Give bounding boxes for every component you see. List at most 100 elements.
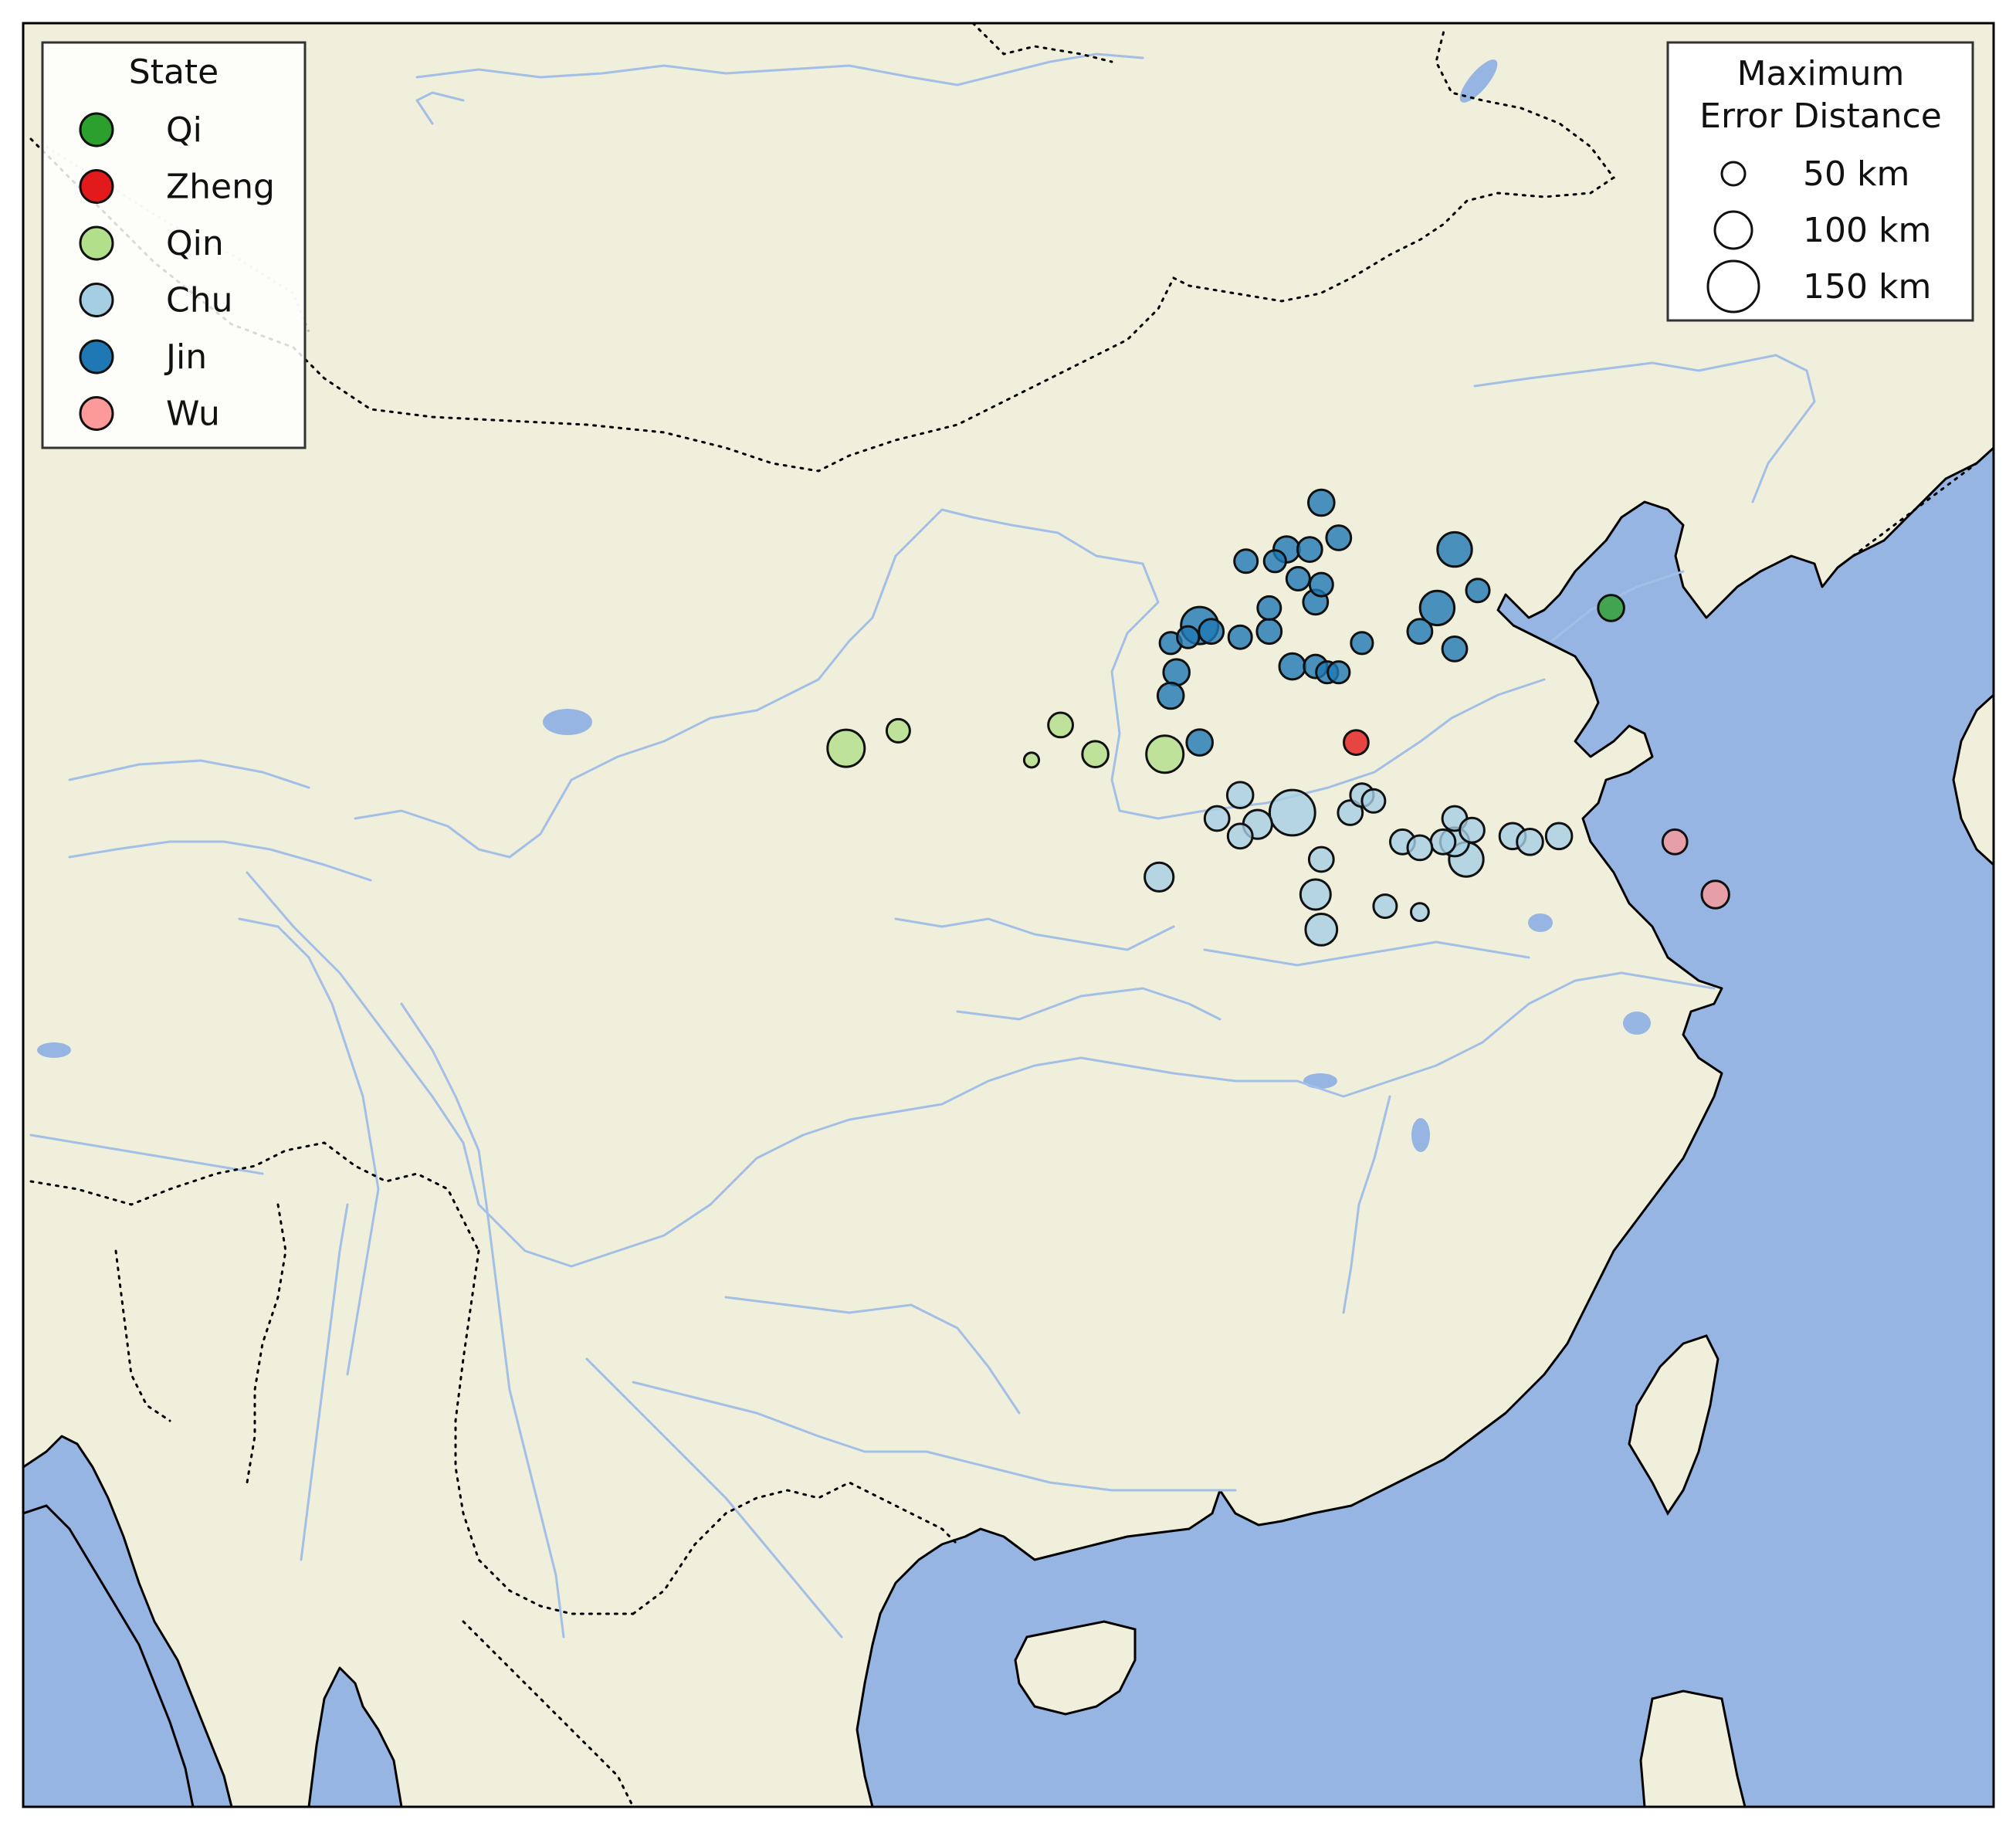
border-myanmar <box>454 1249 635 1615</box>
data-point-jin-13 <box>1198 618 1225 646</box>
legend-size-entries: 50 km 100 km 150 km <box>1706 154 1931 313</box>
legend-state-entry-wu: Wu <box>79 395 220 434</box>
map-frame <box>22 22 1995 1808</box>
data-point-jin-16 <box>1406 618 1434 646</box>
legend-label-qi: Qi <box>166 110 202 150</box>
legend-marker-zheng <box>79 169 114 204</box>
border-laos-thai <box>462 1620 635 1807</box>
legend-state-entry-qi: Qi <box>79 110 202 150</box>
legend-size-label-150: 150 km <box>1803 267 1931 307</box>
data-point-jin-6 <box>1285 566 1311 591</box>
data-point-jin-28 <box>1465 578 1491 604</box>
data-point-jin-17 <box>1441 635 1469 663</box>
legend-state-entry-zheng: Zheng <box>79 168 275 207</box>
lake-qinghai <box>543 709 592 735</box>
yangtze-river <box>246 871 1716 1268</box>
data-point-jin-9 <box>1256 595 1282 621</box>
data-point-zheng-0 <box>1343 729 1370 756</box>
tarim-river <box>68 759 310 789</box>
data-point-jin-3 <box>1296 536 1323 563</box>
mainland-landmass <box>23 23 1994 1807</box>
data-point-chu-22 <box>1372 893 1398 920</box>
data-point-jin-22 <box>1326 660 1351 685</box>
data-point-jin-5 <box>1262 549 1287 574</box>
legend-state: State Qi Zheng Qin Chu Jin Wu <box>41 41 307 449</box>
data-point-jin-27 <box>1176 625 1201 649</box>
data-point-qin-3 <box>885 717 911 744</box>
legend-label-wu: Wu <box>166 395 220 434</box>
data-point-chu-7 <box>1360 788 1387 814</box>
data-point-chu-4 <box>1226 822 1254 850</box>
bay-of-bengal <box>23 1504 195 1807</box>
lake-baikal-part <box>1459 59 1498 103</box>
data-point-wu-1 <box>1700 879 1730 910</box>
data-point-chu-3 <box>1203 805 1231 832</box>
legend-size-label-100: 100 km <box>1803 211 1931 250</box>
data-point-qin-5 <box>1022 751 1041 769</box>
border-himalaya <box>29 1141 480 1252</box>
ganjiang-river <box>1342 1095 1391 1314</box>
border-russia-ne <box>971 23 1113 63</box>
taiwan-island <box>1628 1334 1720 1516</box>
data-point-chu-12 <box>1429 828 1457 856</box>
legend-label-chu: Chu <box>166 281 233 320</box>
legend-label-qin: Qin <box>166 224 224 263</box>
data-point-chu-10 <box>1459 816 1486 844</box>
data-point-jin-4 <box>1233 548 1259 574</box>
data-point-jin-10 <box>1436 530 1473 568</box>
data-point-chu-0 <box>1225 781 1255 809</box>
legend-size-entry-150: 150 km <box>1706 259 1931 313</box>
legend-state-entries: Qi Zheng Qin Chu Jin Wu <box>79 110 275 434</box>
lake-poyang <box>1411 1118 1430 1152</box>
data-point-jin-24 <box>1156 681 1185 710</box>
selenge-river <box>415 91 465 125</box>
han-river <box>956 987 1221 1021</box>
legend-size-entry-50: 50 km <box>1720 154 1909 194</box>
mekong-river <box>400 1002 565 1639</box>
wei-river <box>894 917 1175 951</box>
tibet-river-1 <box>68 840 372 882</box>
data-point-jin-23 <box>1162 658 1191 687</box>
data-point-jin-0 <box>1307 488 1336 517</box>
amur-river <box>1473 354 1816 503</box>
legend-state-entry-chu: Chu <box>79 281 233 320</box>
yellow-river <box>354 508 1546 859</box>
huai-river <box>1203 940 1530 967</box>
lake-taihu <box>1623 1012 1651 1035</box>
legend-size-box <box>1666 41 1974 322</box>
red-river <box>585 1357 843 1639</box>
data-point-qin-0 <box>1047 711 1074 739</box>
lake-small <box>37 1042 71 1058</box>
data-point-chu-1 <box>1268 788 1316 837</box>
lake-dongting <box>1303 1073 1337 1089</box>
borders <box>29 23 1978 1807</box>
luzon-island <box>1639 1689 1747 1807</box>
tibet-river-2 <box>238 917 380 1376</box>
data-point-jin-19 <box>1278 652 1307 681</box>
legend-state-entry-qin: Qin <box>79 224 224 263</box>
brahmaputra-river <box>29 1134 264 1175</box>
data-point-qin-2 <box>1145 734 1185 774</box>
legend-marker-wu <box>79 396 114 431</box>
salween-river <box>300 1203 349 1561</box>
data-point-chu-21 <box>1304 913 1339 947</box>
data-point-qin-4 <box>826 728 866 768</box>
map-area <box>23 23 1994 1807</box>
legend-marker-qi <box>79 112 114 147</box>
data-point-chu-23 <box>1410 902 1430 923</box>
legend-marker-jin <box>79 339 114 374</box>
xijiang-river <box>724 1296 1021 1415</box>
data-point-qi-0 <box>1597 594 1625 622</box>
data-point-jin-1 <box>1325 524 1353 551</box>
northern-river <box>415 53 1144 86</box>
legend-label-jin: Jin <box>164 337 207 377</box>
hainan-island <box>1014 1620 1137 1716</box>
legend-size-marker-50 <box>1720 161 1747 187</box>
data-point-chu-15 <box>1307 846 1335 873</box>
border-korea <box>1852 462 1978 557</box>
legend-marker-chu <box>79 283 114 317</box>
legend-label-zheng: Zheng <box>166 168 275 207</box>
pearl-river <box>632 1381 1237 1492</box>
data-point-chu-17 <box>1544 822 1574 851</box>
data-point-chu-19 <box>1299 878 1332 911</box>
